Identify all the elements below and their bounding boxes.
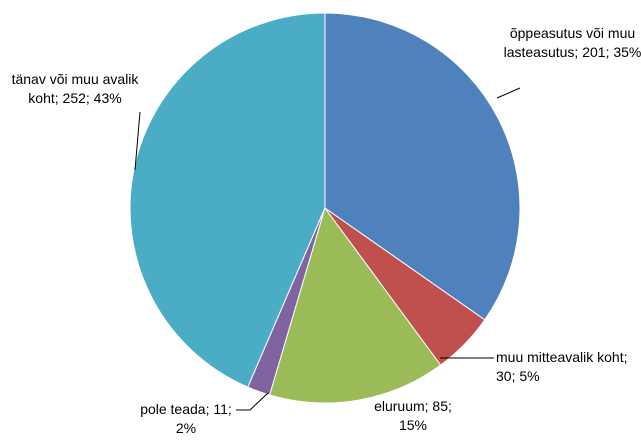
data-label: muu mitteavalik koht; 30; 5% [496, 349, 628, 384]
data-label: eluruum; 85; 15% [374, 398, 452, 433]
data-label: pole teada; 11; 2% [140, 401, 232, 436]
pie-slice [129, 12, 326, 388]
pie-slice [269, 206, 442, 404]
data-label: tänav või muu avalik koht; 252; 43% [11, 71, 139, 106]
data-label: õppeasutus või muu lasteasutus; 201; 35% [503, 25, 641, 60]
leader-line [496, 87, 521, 99]
leader-line [134, 111, 141, 171]
pie-slice [324, 12, 521, 321]
leader-line [236, 392, 269, 411]
